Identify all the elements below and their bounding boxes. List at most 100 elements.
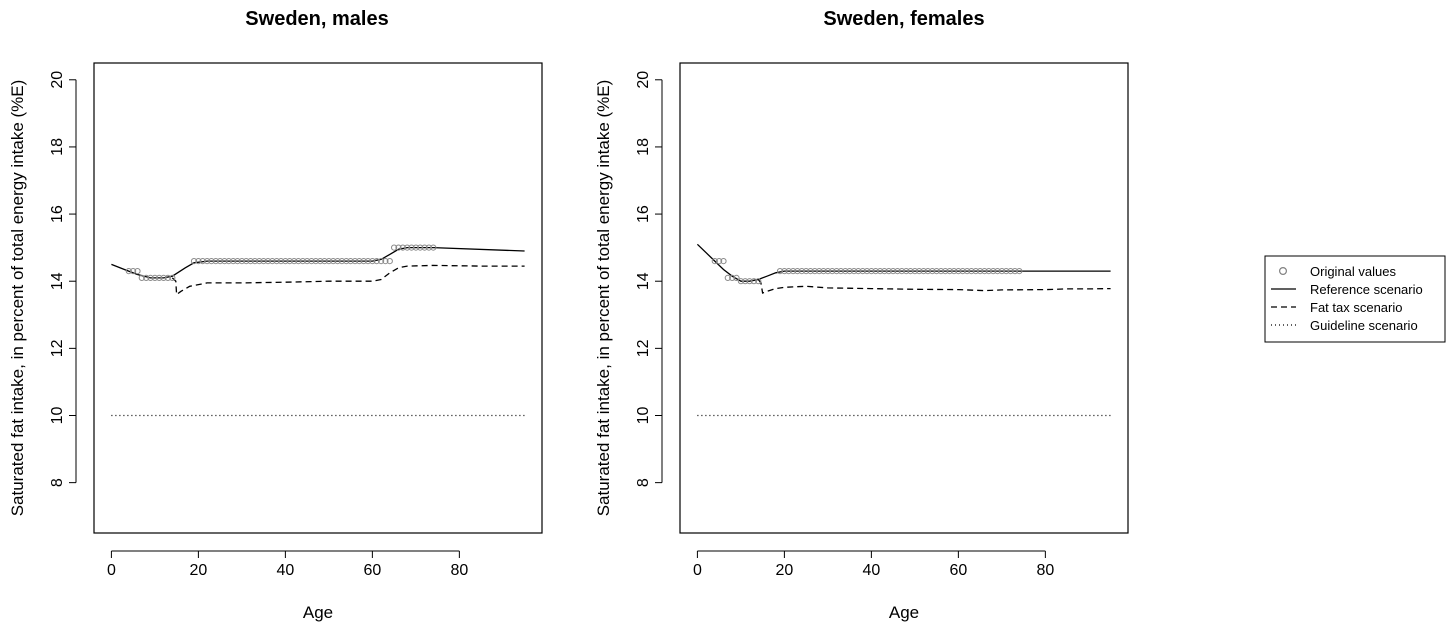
data-point-original bbox=[755, 278, 762, 285]
data-point-original bbox=[994, 268, 1001, 275]
data-point-original bbox=[737, 278, 745, 285]
data-point-original bbox=[334, 258, 341, 265]
data-point-original bbox=[230, 258, 237, 265]
data-point-original bbox=[794, 268, 801, 275]
data-point-original bbox=[195, 258, 202, 265]
legend-box bbox=[1264, 255, 1446, 343]
y-axis-label: Saturated fat intake, in percent of tota… bbox=[8, 80, 27, 517]
data-point-original bbox=[729, 274, 736, 281]
y-tick-label: 12 bbox=[635, 339, 652, 357]
panel-sweden-females: Sweden, females 0 20 40 60 80 8 10 12 14 16 18 20 A… bbox=[594, 8, 1129, 622]
data-point-original bbox=[369, 258, 376, 265]
data-point-original bbox=[356, 258, 363, 265]
y-tick-label: 20 bbox=[635, 71, 652, 89]
axis-ticks: 0 20 40 60 80 8 10 12 14 16 18 20 bbox=[635, 71, 1054, 579]
series-line-fat-tax-scenario bbox=[757, 279, 1111, 294]
data-point-original bbox=[785, 268, 792, 275]
data-point-original bbox=[811, 268, 818, 275]
data-point-original bbox=[277, 258, 285, 265]
data-point-original bbox=[199, 258, 206, 265]
data-point-original bbox=[338, 258, 345, 265]
data-point-original bbox=[286, 258, 293, 265]
data-point-original bbox=[221, 258, 228, 265]
y-tick-label: 18 bbox=[49, 138, 66, 156]
data-point-original bbox=[130, 268, 137, 275]
x-axis-label: Age bbox=[303, 603, 333, 622]
legend-symbol-original-values bbox=[1278, 267, 1287, 276]
plot-frame bbox=[679, 62, 1129, 534]
data-point-original bbox=[147, 274, 154, 281]
data-point-original bbox=[981, 268, 988, 275]
data-point-original bbox=[347, 258, 354, 265]
data-point-original bbox=[160, 274, 167, 281]
series-line-reference-scenario bbox=[111, 246, 525, 279]
plot-marks bbox=[696, 243, 1111, 417]
data-point-original bbox=[343, 258, 350, 265]
data-point-original bbox=[807, 268, 814, 275]
data-point-original bbox=[911, 268, 919, 275]
data-point-original bbox=[781, 268, 788, 275]
legend: Original values Reference scenario Fat t… bbox=[1264, 255, 1446, 343]
data-point-original bbox=[937, 268, 945, 275]
data-point-original bbox=[942, 268, 949, 275]
data-point-original bbox=[330, 258, 337, 265]
data-point-original bbox=[190, 258, 198, 265]
data-point-original bbox=[842, 268, 849, 275]
legend-label-reference: Reference scenario bbox=[1310, 282, 1423, 297]
plot-frame bbox=[93, 62, 543, 534]
y-tick-label: 10 bbox=[635, 407, 652, 425]
data-point-original bbox=[295, 258, 302, 265]
x-tick-label: 60 bbox=[363, 562, 381, 579]
data-point-original bbox=[164, 274, 171, 281]
data-point-original bbox=[151, 274, 158, 281]
data-point-original bbox=[868, 268, 875, 275]
data-point-original bbox=[125, 268, 132, 275]
data-point-original bbox=[833, 268, 840, 275]
data-point-original bbox=[742, 278, 749, 285]
data-point-original bbox=[304, 258, 311, 265]
data-point-original bbox=[872, 268, 879, 275]
data-point-original bbox=[863, 268, 871, 275]
data-point-original bbox=[391, 244, 398, 251]
data-point-original bbox=[364, 258, 372, 265]
data-point-original bbox=[959, 268, 966, 275]
y-tick-label: 20 bbox=[49, 71, 66, 89]
data-point-original bbox=[716, 258, 723, 265]
data-point-original bbox=[312, 258, 319, 265]
axis-ticks: 0 20 40 60 80 8 10 12 14 16 18 20 bbox=[49, 71, 468, 579]
y-tick-label: 14 bbox=[635, 272, 652, 290]
data-point-original bbox=[430, 244, 437, 251]
data-point-original bbox=[816, 268, 823, 275]
data-point-original bbox=[924, 268, 932, 275]
data-point-original bbox=[308, 258, 315, 265]
data-point-original bbox=[360, 258, 367, 265]
data-point-original bbox=[291, 258, 298, 265]
data-point-original bbox=[824, 268, 832, 275]
data-point-original bbox=[251, 258, 258, 265]
panel-sweden-males: Sweden, males 0 20 40 60 80 8 10 12 14 16 18 20 Age… bbox=[8, 8, 543, 622]
y-tick-label: 14 bbox=[49, 272, 66, 290]
x-tick-label: 0 bbox=[693, 562, 702, 579]
data-point-original bbox=[321, 258, 328, 265]
data-point-original bbox=[798, 268, 805, 275]
data-point-original bbox=[378, 258, 385, 265]
data-point-original bbox=[399, 244, 406, 251]
y-tick-label: 16 bbox=[49, 205, 66, 223]
chart-title: Sweden, females bbox=[823, 8, 984, 30]
data-point-original bbox=[903, 268, 910, 275]
data-point-original bbox=[204, 258, 211, 265]
data-point-original bbox=[724, 274, 731, 281]
x-tick-label: 0 bbox=[107, 562, 116, 579]
data-point-original bbox=[1007, 268, 1014, 275]
data-point-original bbox=[273, 258, 280, 265]
data-point-original bbox=[898, 268, 905, 275]
legend-label-guideline: Guideline scenario bbox=[1310, 318, 1418, 333]
data-point-original bbox=[850, 268, 858, 275]
data-point-original bbox=[985, 268, 992, 275]
data-point-original bbox=[977, 268, 984, 275]
data-point-original bbox=[820, 268, 827, 275]
data-point-original bbox=[208, 258, 215, 265]
data-point-original bbox=[907, 268, 914, 275]
data-point-original bbox=[260, 258, 267, 265]
data-point-original bbox=[408, 244, 415, 251]
